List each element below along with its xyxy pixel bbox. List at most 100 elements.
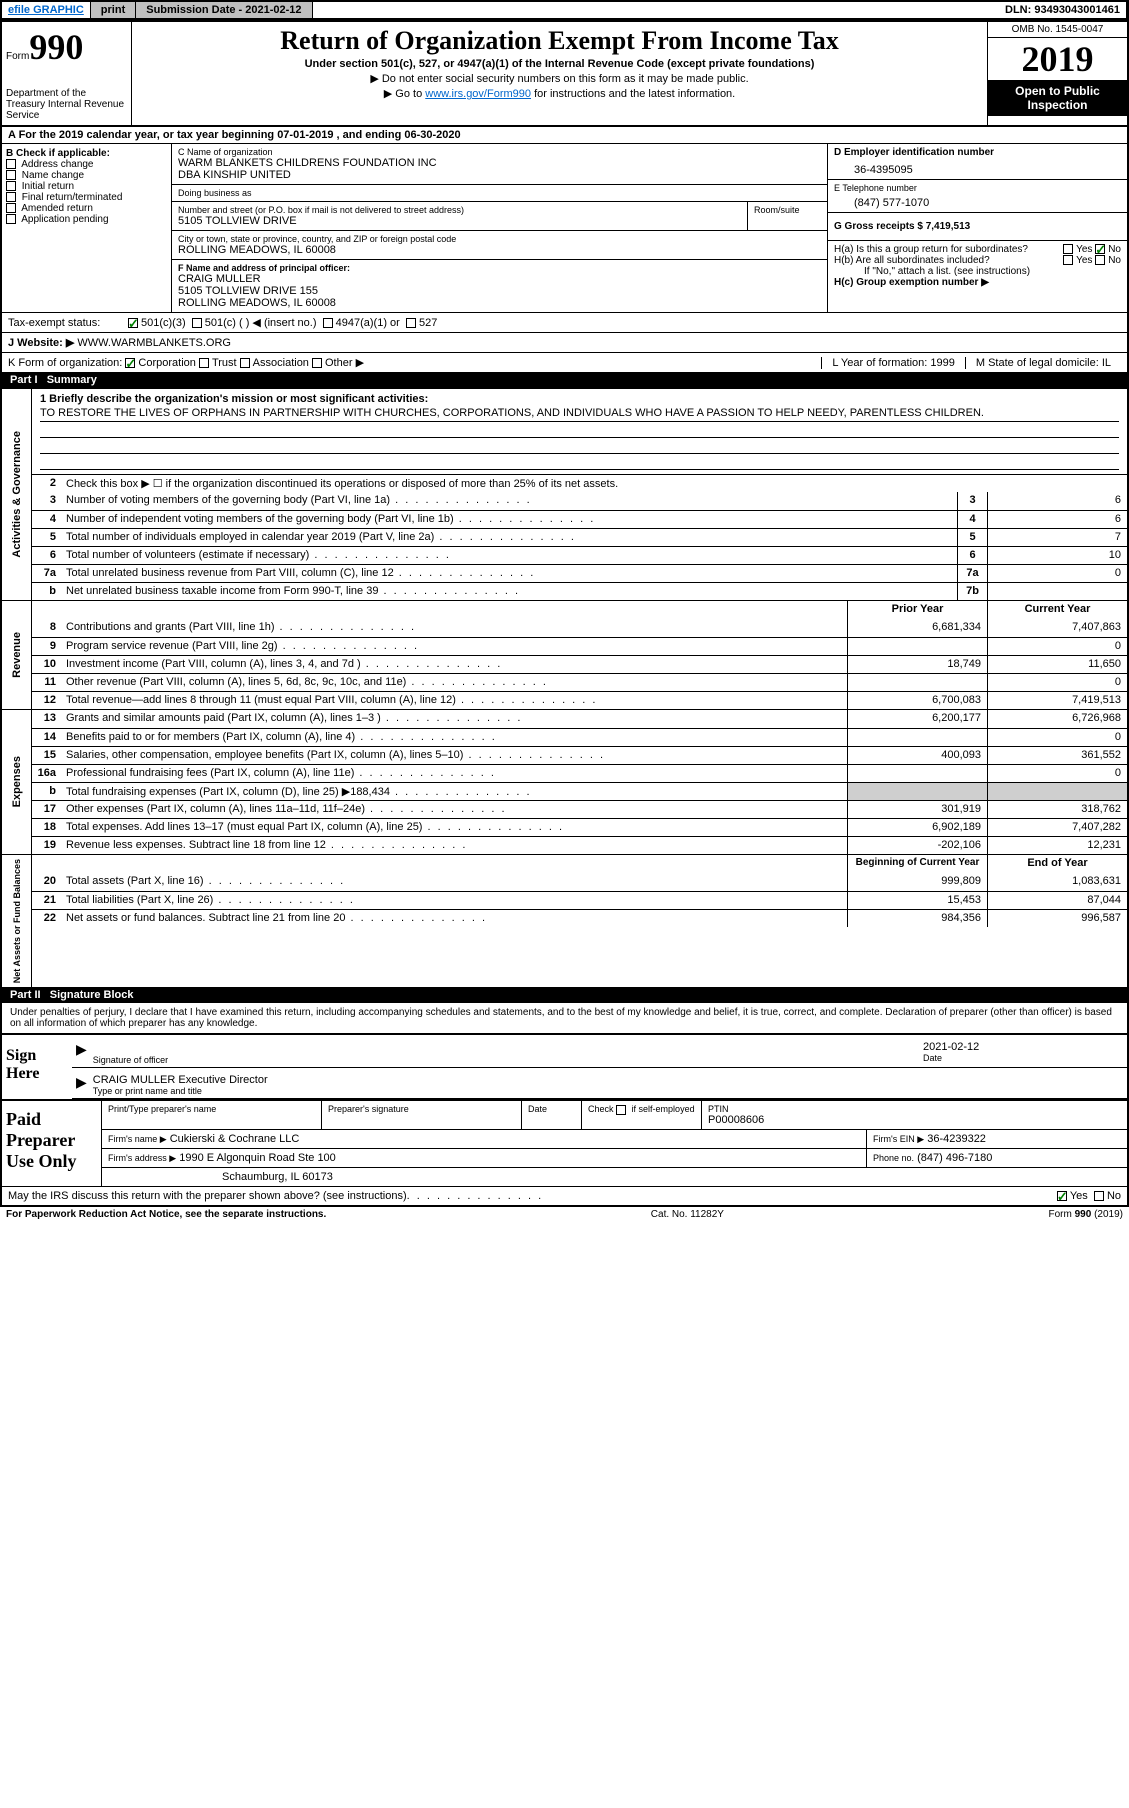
paid-label: Paid Preparer Use Only: [2, 1101, 102, 1186]
data-line: 10Investment income (Part VIII, column (…: [32, 655, 1127, 673]
ein: 36-4395095: [834, 158, 994, 176]
form-number: 990: [29, 27, 83, 67]
line2-text: Check this box ▶ ☐ if the organization d…: [62, 475, 1127, 492]
hb-note: If "No," attach a list. (see instruction…: [834, 266, 1121, 277]
paid-preparer-row: Paid Preparer Use Only Print/Type prepar…: [2, 1099, 1127, 1186]
addr-label: Number and street (or P.O. box if mail i…: [178, 205, 741, 215]
k-assoc[interactable]: [240, 358, 250, 368]
dept-label: Department of the Treasury Internal Reve…: [6, 88, 127, 121]
revenue-section: Revenue Prior Year Current Year 8Contrib…: [2, 600, 1127, 709]
part1-title: Summary: [47, 374, 97, 386]
self-emp-cell: Check if self-employed: [582, 1101, 702, 1129]
org-addr: 5105 TOLLVIEW DRIVE: [178, 215, 741, 227]
part1-header: Part I Summary: [2, 372, 1127, 388]
efile-link[interactable]: efile GRAPHIC: [2, 2, 91, 18]
officer-name: CRAIG MULLER: [178, 273, 821, 285]
ptin-val: P00008606: [708, 1114, 1121, 1126]
period-row: A For the 2019 calendar year, or tax yea…: [2, 126, 1127, 144]
mission-blank1: [40, 422, 1119, 438]
col-c-org: C Name of organization WARM BLANKETS CHI…: [172, 144, 827, 312]
tax-527[interactable]: [406, 318, 416, 328]
ptin-label: PTIN: [708, 1104, 1121, 1114]
data-line: 19Revenue less expenses. Subtract line 1…: [32, 836, 1127, 854]
activity-line: 7aTotal unrelated business revenue from …: [32, 564, 1127, 582]
website-row: J Website: ▶ WWW.WARMBLANKETS.ORG: [2, 332, 1127, 352]
city-label: City or town, state or province, country…: [178, 234, 821, 244]
part2-header: Part II Signature Block: [2, 987, 1127, 1003]
colb-chk-3[interactable]: [6, 192, 16, 202]
g-label: G Gross receipts $ 7,419,513: [828, 213, 976, 240]
data-line: 13Grants and similar amounts paid (Part …: [32, 710, 1127, 728]
colb-chk-1[interactable]: [6, 170, 16, 180]
data-line: 16aProfessional fundraising fees (Part I…: [32, 764, 1127, 782]
colb-chk-0[interactable]: [6, 159, 16, 169]
l-year: L Year of formation: 1999: [821, 357, 965, 369]
data-line: 18Total expenses. Add lines 13–17 (must …: [32, 818, 1127, 836]
website-label: J Website: ▶: [8, 336, 74, 349]
sig-date-label: Date: [923, 1053, 1123, 1063]
penalty-text: Under penalties of perjury, I declare th…: [2, 1003, 1127, 1033]
irs-link[interactable]: www.irs.gov/Form990: [425, 88, 531, 100]
colb-item: Application pending: [6, 214, 167, 225]
colb-item: Name change: [6, 170, 167, 181]
officer-addr1: 5105 TOLLVIEW DRIVE 155: [178, 285, 821, 297]
activity-line: 4Number of independent voting members of…: [32, 510, 1127, 528]
data-line: 11Other revenue (Part VIII, column (A), …: [32, 673, 1127, 691]
footer: For Paperwork Reduction Act Notice, see …: [0, 1207, 1129, 1222]
mission-blank2: [40, 438, 1119, 454]
form-word: Form: [6, 51, 29, 62]
k-corp[interactable]: [125, 358, 135, 368]
activities-section: Activities & Governance 1 Briefly descri…: [2, 388, 1127, 600]
org-name: WARM BLANKETS CHILDRENS FOUNDATION INC: [178, 157, 821, 169]
tax-501c3[interactable]: [128, 318, 138, 328]
col-b-checkboxes: B Check if applicable: Address change Na…: [2, 144, 172, 312]
print-button[interactable]: print: [91, 2, 136, 18]
data-line: 9Program service revenue (Part VIII, lin…: [32, 637, 1127, 655]
f-label: F Name and address of principal officer:: [178, 263, 821, 273]
k-trust[interactable]: [199, 358, 209, 368]
colb-chk-2[interactable]: [6, 181, 16, 191]
data-line: 22Net assets or fund balances. Subtract …: [32, 909, 1127, 927]
ha-yes[interactable]: [1063, 244, 1073, 254]
org-dba: DBA KINSHIP UNITED: [178, 169, 821, 181]
revenue-label: Revenue: [9, 628, 25, 682]
form-subtitle: Under section 501(c), 527, or 4947(a)(1)…: [140, 58, 979, 70]
korg-row: K Form of organization: Corporation Trus…: [2, 352, 1127, 372]
colb-chk-5[interactable]: [6, 214, 16, 224]
tax-4947[interactable]: [323, 318, 333, 328]
b-label: B Check if applicable:: [6, 148, 167, 159]
omb-number: OMB No. 1545-0047: [988, 22, 1127, 38]
d-label: D Employer identification number: [834, 147, 994, 158]
activity-line: 6Total number of volunteers (estimate if…: [32, 546, 1127, 564]
data-line: 12Total revenue—add lines 8 through 11 (…: [32, 691, 1127, 709]
discuss-yes[interactable]: [1057, 1191, 1067, 1201]
ha-no[interactable]: [1095, 244, 1105, 254]
sign-here-label: Sign Here: [2, 1035, 72, 1099]
hc-label: H(c) Group exemption number ▶: [834, 277, 1121, 288]
netassets-section: Net Assets or Fund Balances Beginning of…: [2, 854, 1127, 987]
info-grid: B Check if applicable: Address change Na…: [2, 144, 1127, 312]
ha-row: H(a) Is this a group return for subordin…: [834, 244, 1121, 255]
dln-label: DLN: 93493043001461: [999, 2, 1127, 18]
firm-ein: 36-4239322: [927, 1133, 986, 1145]
tax-501c[interactable]: [192, 318, 202, 328]
form-ref: Form 990 (2019): [1049, 1209, 1123, 1220]
beg-year-hdr: Beginning of Current Year: [847, 855, 987, 873]
submission-date: Submission Date - 2021-02-12: [136, 2, 312, 18]
data-line: 21Total liabilities (Part X, line 26)15,…: [32, 891, 1127, 909]
expenses-section: Expenses 13Grants and similar amounts pa…: [2, 709, 1127, 854]
hb-row: H(b) Are all subordinates included? Yes …: [834, 255, 1121, 266]
discuss-no[interactable]: [1094, 1191, 1104, 1201]
dba-label: Doing business as: [178, 188, 821, 198]
officer-sig-label: Signature of officer: [93, 1055, 923, 1065]
self-emp-chk[interactable]: [616, 1105, 626, 1115]
tax-label: Tax-exempt status:: [8, 317, 128, 329]
colb-chk-4[interactable]: [6, 203, 16, 213]
officer-printed: CRAIG MULLER Executive Director: [93, 1074, 1123, 1086]
k-other[interactable]: [312, 358, 322, 368]
part2-title: Signature Block: [50, 989, 134, 1001]
website-url: WWW.WARMBLANKETS.ORG: [77, 337, 231, 349]
officer-type-label: Type or print name and title: [93, 1086, 1123, 1096]
hb-yes[interactable]: [1063, 255, 1073, 265]
mission-blank3: [40, 454, 1119, 470]
